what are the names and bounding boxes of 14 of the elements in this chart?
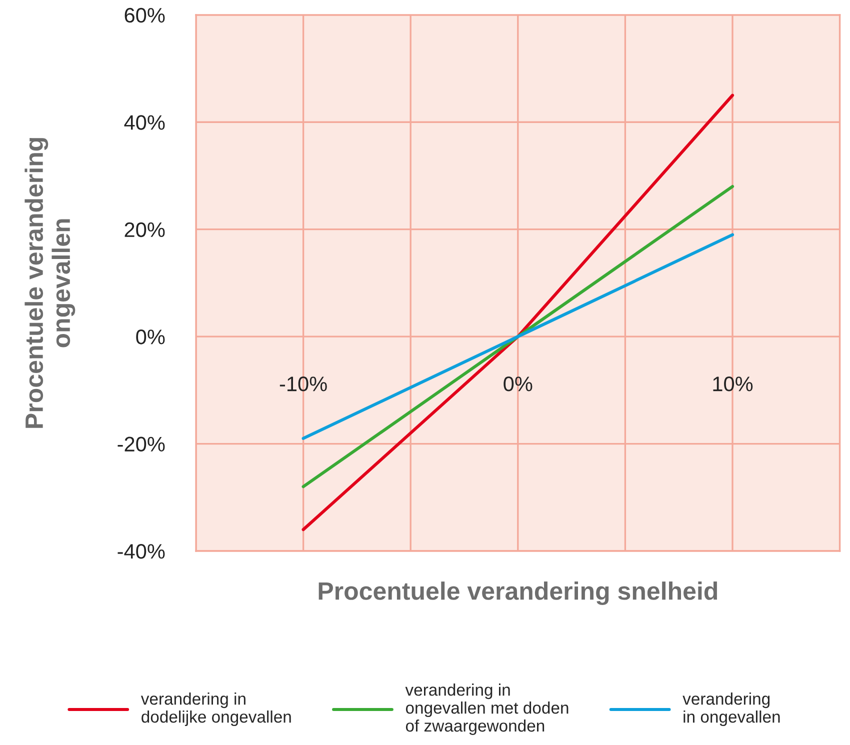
x-axis-title: Procentuele verandering snelheid	[318, 582, 718, 605]
x-tick-label: 10%	[713, 376, 753, 392]
legend-label: verandering in ongevallen met doden of zwaargewonden	[405, 684, 568, 735]
x-tick-label: 0%	[504, 376, 532, 392]
legend-label: verandering in ongevallen	[682, 692, 780, 726]
y-tick-label: -40%	[118, 544, 165, 559]
y-tick-label: 40%	[124, 115, 165, 130]
y-axis-title: Procentuele verandering ongevallen	[24, 138, 76, 428]
y-tick-label: 0%	[136, 330, 165, 344]
y-tick-label: 20%	[124, 222, 165, 238]
y-tick-label: 60%	[124, 8, 165, 23]
y-tick-label: -20%	[118, 436, 165, 452]
x-tick-label: -10%	[280, 376, 327, 392]
legend-label: verandering in dodelijke ongevallen	[140, 692, 291, 726]
